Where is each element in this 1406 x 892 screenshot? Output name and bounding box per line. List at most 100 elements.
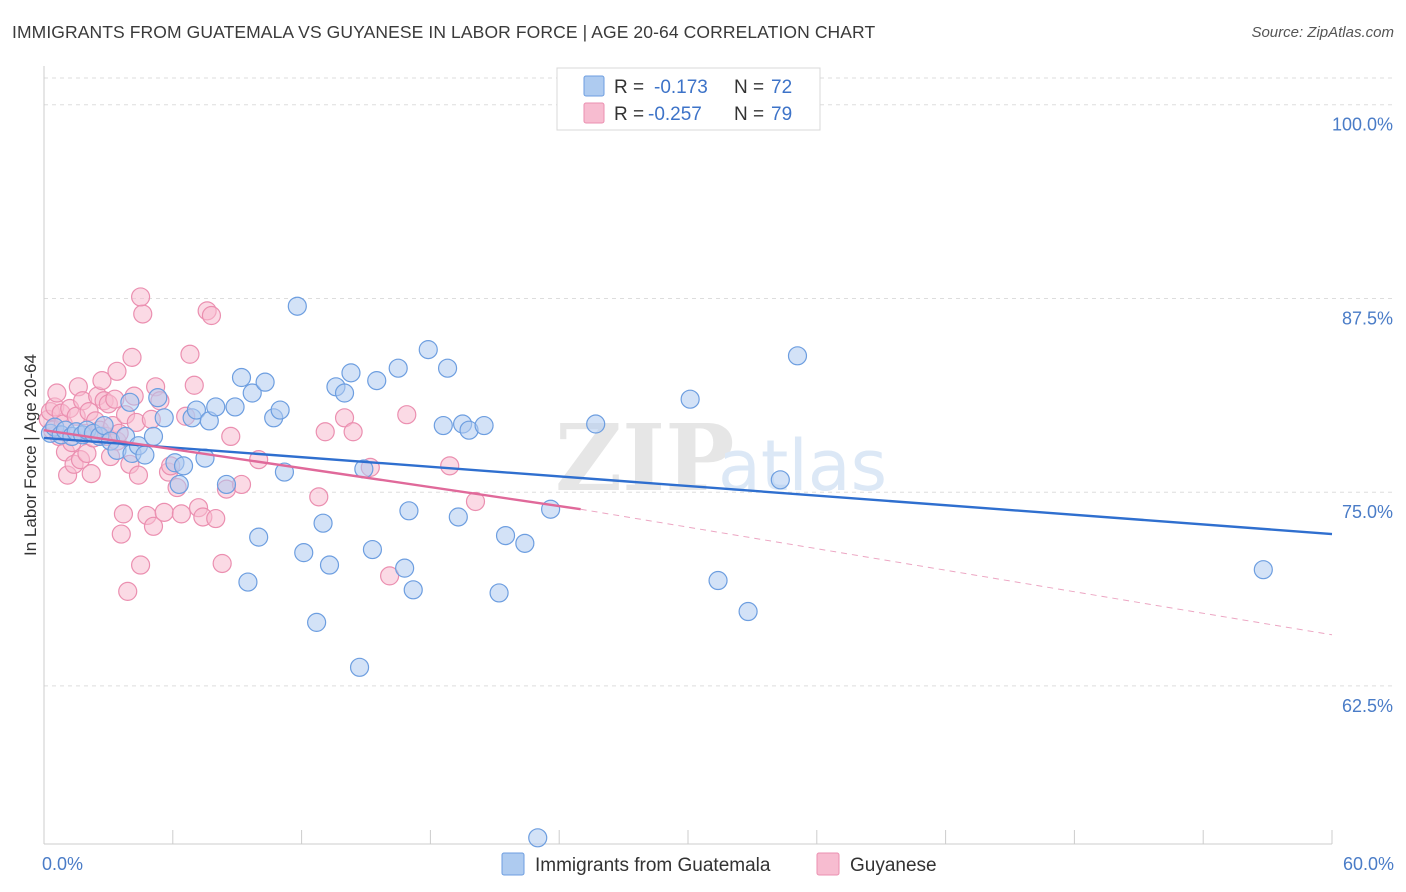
guatemala-point-68	[680, 389, 700, 409]
legend-r-value-pink: -0.257	[648, 104, 702, 125]
chart-title: IMMIGRANTS FROM GUATEMALA VS GUYANESE IN…	[12, 22, 876, 42]
guatemala-point-72	[787, 346, 808, 366]
guyanese-trend-dashed	[580, 508, 1333, 636]
guatemala-point-33	[242, 383, 262, 403]
guatemala-point-69	[708, 570, 728, 591]
guatemala-point-49	[362, 539, 383, 560]
guyanese-point-62	[206, 508, 226, 529]
trend-lines	[43, 429, 1333, 636]
guyanese-point-75	[440, 456, 460, 476]
guatemala-point-37	[270, 400, 290, 420]
guatemala-point-29	[216, 474, 237, 495]
legend-r-label-pink: R =	[614, 104, 644, 125]
guyanese-point-34	[111, 524, 131, 544]
y-axis-label: In Labor Force | Age 20-64	[21, 354, 40, 556]
guyanese-point-76	[465, 491, 486, 512]
x-minor-ticks	[43, 830, 1333, 844]
guatemala-point-17	[135, 445, 155, 465]
guatemala-point-53	[399, 501, 419, 521]
y-tick-label-3: 62.5%	[1342, 696, 1393, 716]
guatemala-point-46	[341, 363, 361, 383]
guatemala-point-19	[148, 388, 168, 408]
guatemala-point-47	[349, 657, 370, 677]
watermark: ZIP atlas	[555, 404, 887, 512]
y-tick-labels: 100.0% 87.5% 75.0% 62.5%	[1332, 115, 1393, 716]
legend-swatch-blue	[583, 75, 605, 97]
legend-r-label-blue: R =	[614, 77, 644, 98]
y-tick-label-1: 87.5%	[1342, 308, 1393, 328]
guyanese-point-74	[397, 405, 417, 425]
guatemala-point-50	[367, 371, 387, 391]
guatemala-point-58	[448, 507, 468, 527]
bottom-legend-swatch-pink	[816, 852, 840, 876]
guatemala-point-34	[249, 527, 269, 547]
guatemala-point-57	[437, 358, 458, 378]
guatemala-point-62	[489, 583, 509, 603]
guatemala-point-18	[143, 426, 164, 447]
guatemala-points	[40, 296, 1273, 848]
guatemala-trend-line	[43, 436, 1333, 536]
guatemala-point-38	[274, 462, 295, 482]
guatemala-point-54	[403, 580, 423, 600]
watermark-zip: ZIP	[555, 404, 734, 512]
guyanese-point-25	[92, 371, 112, 391]
legend-n-label-blue: N =	[734, 77, 764, 98]
guyanese-point-37	[118, 581, 138, 601]
guyanese-point-65	[221, 426, 241, 447]
watermark-atlas: atlas	[718, 425, 887, 507]
guyanese-point-43	[131, 555, 151, 575]
y-tick-label-2: 75.0%	[1342, 502, 1393, 522]
source-label: Source: ZipAtlas.com	[1251, 24, 1394, 41]
guatemala-point-64	[515, 533, 535, 553]
guyanese-point-44	[133, 304, 153, 324]
guatemala-point-32	[238, 572, 258, 592]
guatemala-point-14	[120, 392, 140, 412]
guyanese-point-42	[128, 465, 149, 485]
guyanese-point-56	[180, 344, 200, 364]
guyanese-point-35	[113, 504, 134, 524]
x-tick-label-0: 0.0%	[42, 854, 83, 874]
guyanese-point-70	[334, 408, 355, 428]
bottom-legend-label-blue: Immigrants from Guatemala	[535, 855, 771, 876]
guatemala-point-42	[313, 513, 333, 533]
guyanese-point-39	[122, 347, 142, 367]
guyanese-point-4	[47, 383, 67, 403]
guatemala-point-41	[307, 612, 327, 632]
guatemala-point-63	[495, 525, 516, 546]
guyanese-point-20	[81, 463, 101, 484]
guyanese-point-47	[143, 516, 164, 536]
guatemala-point-65	[528, 828, 548, 848]
bottom-legend-swatch-blue	[501, 852, 525, 876]
guatemala-point-67	[586, 414, 606, 434]
guatemala-point-20	[154, 408, 174, 428]
x-tick-label-1: 60.0%	[1343, 854, 1394, 874]
guatemala-point-73	[1253, 560, 1273, 580]
guatemala-point-51	[388, 358, 408, 378]
guatemala-point-39	[287, 296, 307, 316]
y-tick-label-0: 100.0%	[1332, 115, 1393, 135]
guyanese-point-77	[131, 287, 151, 307]
legend-n-label-pink: N =	[734, 104, 764, 125]
guyanese-point-69	[315, 422, 335, 442]
guatemala-point-28	[206, 397, 226, 417]
guatemala-point-31	[231, 367, 252, 388]
legend-n-value-pink: 79	[771, 104, 792, 125]
guatemala-point-25	[186, 400, 207, 420]
guatemala-point-61	[474, 415, 494, 436]
guyanese-point-57	[184, 375, 204, 395]
guyanese-point-71	[343, 422, 363, 442]
x-tick-labels: 0.0% 60.0%	[42, 854, 1394, 874]
guatemala-point-71	[770, 470, 790, 490]
correlation-legend: R = -0.173 N = 72 R = -0.257 N = 79	[556, 67, 821, 131]
guatemala-point-22	[169, 474, 189, 495]
guyanese-point-68	[309, 487, 329, 507]
guatemala-point-35	[255, 372, 275, 392]
guatemala-point-40	[294, 543, 314, 563]
guyanese-point-63	[212, 553, 232, 574]
guyanese-point-78	[107, 361, 127, 381]
guatemala-point-30	[225, 397, 245, 417]
legend-n-value-blue: 72	[771, 77, 792, 98]
guatemala-point-55	[418, 340, 438, 360]
guatemala-point-43	[319, 555, 340, 575]
